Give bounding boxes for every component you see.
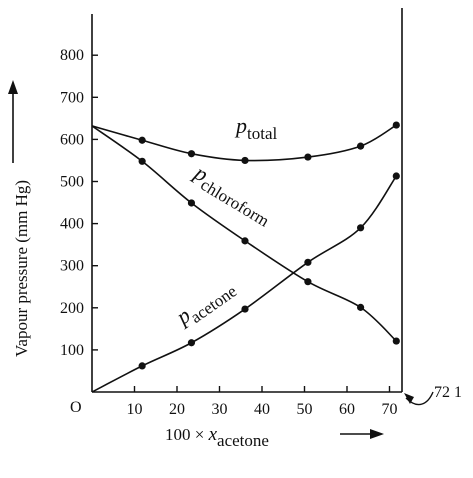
p-total-label-main: p xyxy=(234,113,247,138)
p-chloroform-label-group: pchloroform xyxy=(186,159,278,231)
p-chloroform-point xyxy=(241,237,249,245)
y-axis-title: Vapour pressure (mm Hg) xyxy=(12,180,31,357)
y-tick-label: 300 xyxy=(60,258,84,275)
p-total-point xyxy=(241,156,249,165)
x-tick-label: 10 xyxy=(127,401,143,418)
x-axis-title-sub: acetone xyxy=(217,431,269,450)
p-total-point xyxy=(187,150,196,158)
p-total-point xyxy=(304,153,312,161)
p-acetone-point xyxy=(357,224,365,232)
y-tick-label: 600 xyxy=(60,131,84,148)
x-tick-label: 30 xyxy=(212,401,228,418)
p-acetone-point xyxy=(187,339,196,347)
y-axis-arrowhead xyxy=(8,80,18,94)
p-total-label-sub: total xyxy=(247,124,277,143)
p-chloroform-point xyxy=(304,278,312,286)
y-tick-label: 800 xyxy=(60,47,84,64)
p-chloroform-point xyxy=(392,337,400,345)
data-points xyxy=(138,121,400,370)
p-chloroform-point xyxy=(187,199,196,207)
p-total-point xyxy=(392,121,400,129)
y-tick-label: 700 xyxy=(60,89,84,106)
annotation-label: 72 1 xyxy=(434,384,462,401)
p-total-point xyxy=(357,142,365,150)
p-acetone-point xyxy=(138,362,146,370)
x-tick-label: 60 xyxy=(339,401,355,418)
p-acetone-label-group: pacetone xyxy=(170,273,240,335)
x-tick-label: 70 xyxy=(382,401,398,418)
p-chloroform-label: pchloroform xyxy=(186,159,278,231)
x-axis-arrowhead xyxy=(370,429,384,439)
y-tick-label: 100 xyxy=(60,342,84,359)
p-chloroform-point xyxy=(138,157,146,165)
p-acetone-point xyxy=(304,258,312,266)
p-chloroform-point xyxy=(357,303,365,311)
p-acetone-point xyxy=(241,305,249,313)
y-tick-label: 400 xyxy=(60,216,84,233)
labels: Vapour pressure (mm Hg) O 100 × xacetone… xyxy=(12,113,462,450)
p-total-label: ptotal xyxy=(234,113,277,143)
p-chloroform-label-sub: chloroform xyxy=(197,175,272,231)
x-tick-label: 20 xyxy=(169,401,185,418)
p-acetone-label: pacetone xyxy=(170,273,240,335)
p-total-point xyxy=(138,136,146,144)
ticks: 10 20 30 40 50 60 70 100 200 300 400 500 600 700 800 xyxy=(60,47,398,418)
axes xyxy=(8,8,434,439)
annotation-arrowhead xyxy=(404,393,414,404)
x-axis-title-prefix: 100 × xyxy=(165,425,209,444)
p-acetone-label-sub: acetone xyxy=(187,282,240,327)
x-tick-label: 50 xyxy=(297,401,313,418)
x-tick-label: 40 xyxy=(254,401,270,418)
x-axis-title-var: x xyxy=(208,424,218,445)
x-axis-title: 100 × xacetone xyxy=(165,424,269,450)
y-tick-label: 200 xyxy=(60,300,84,317)
y-tick-label: 500 xyxy=(60,174,84,191)
origin-label: O xyxy=(70,399,82,416)
curves xyxy=(91,124,397,393)
p-acetone-point xyxy=(392,172,400,180)
